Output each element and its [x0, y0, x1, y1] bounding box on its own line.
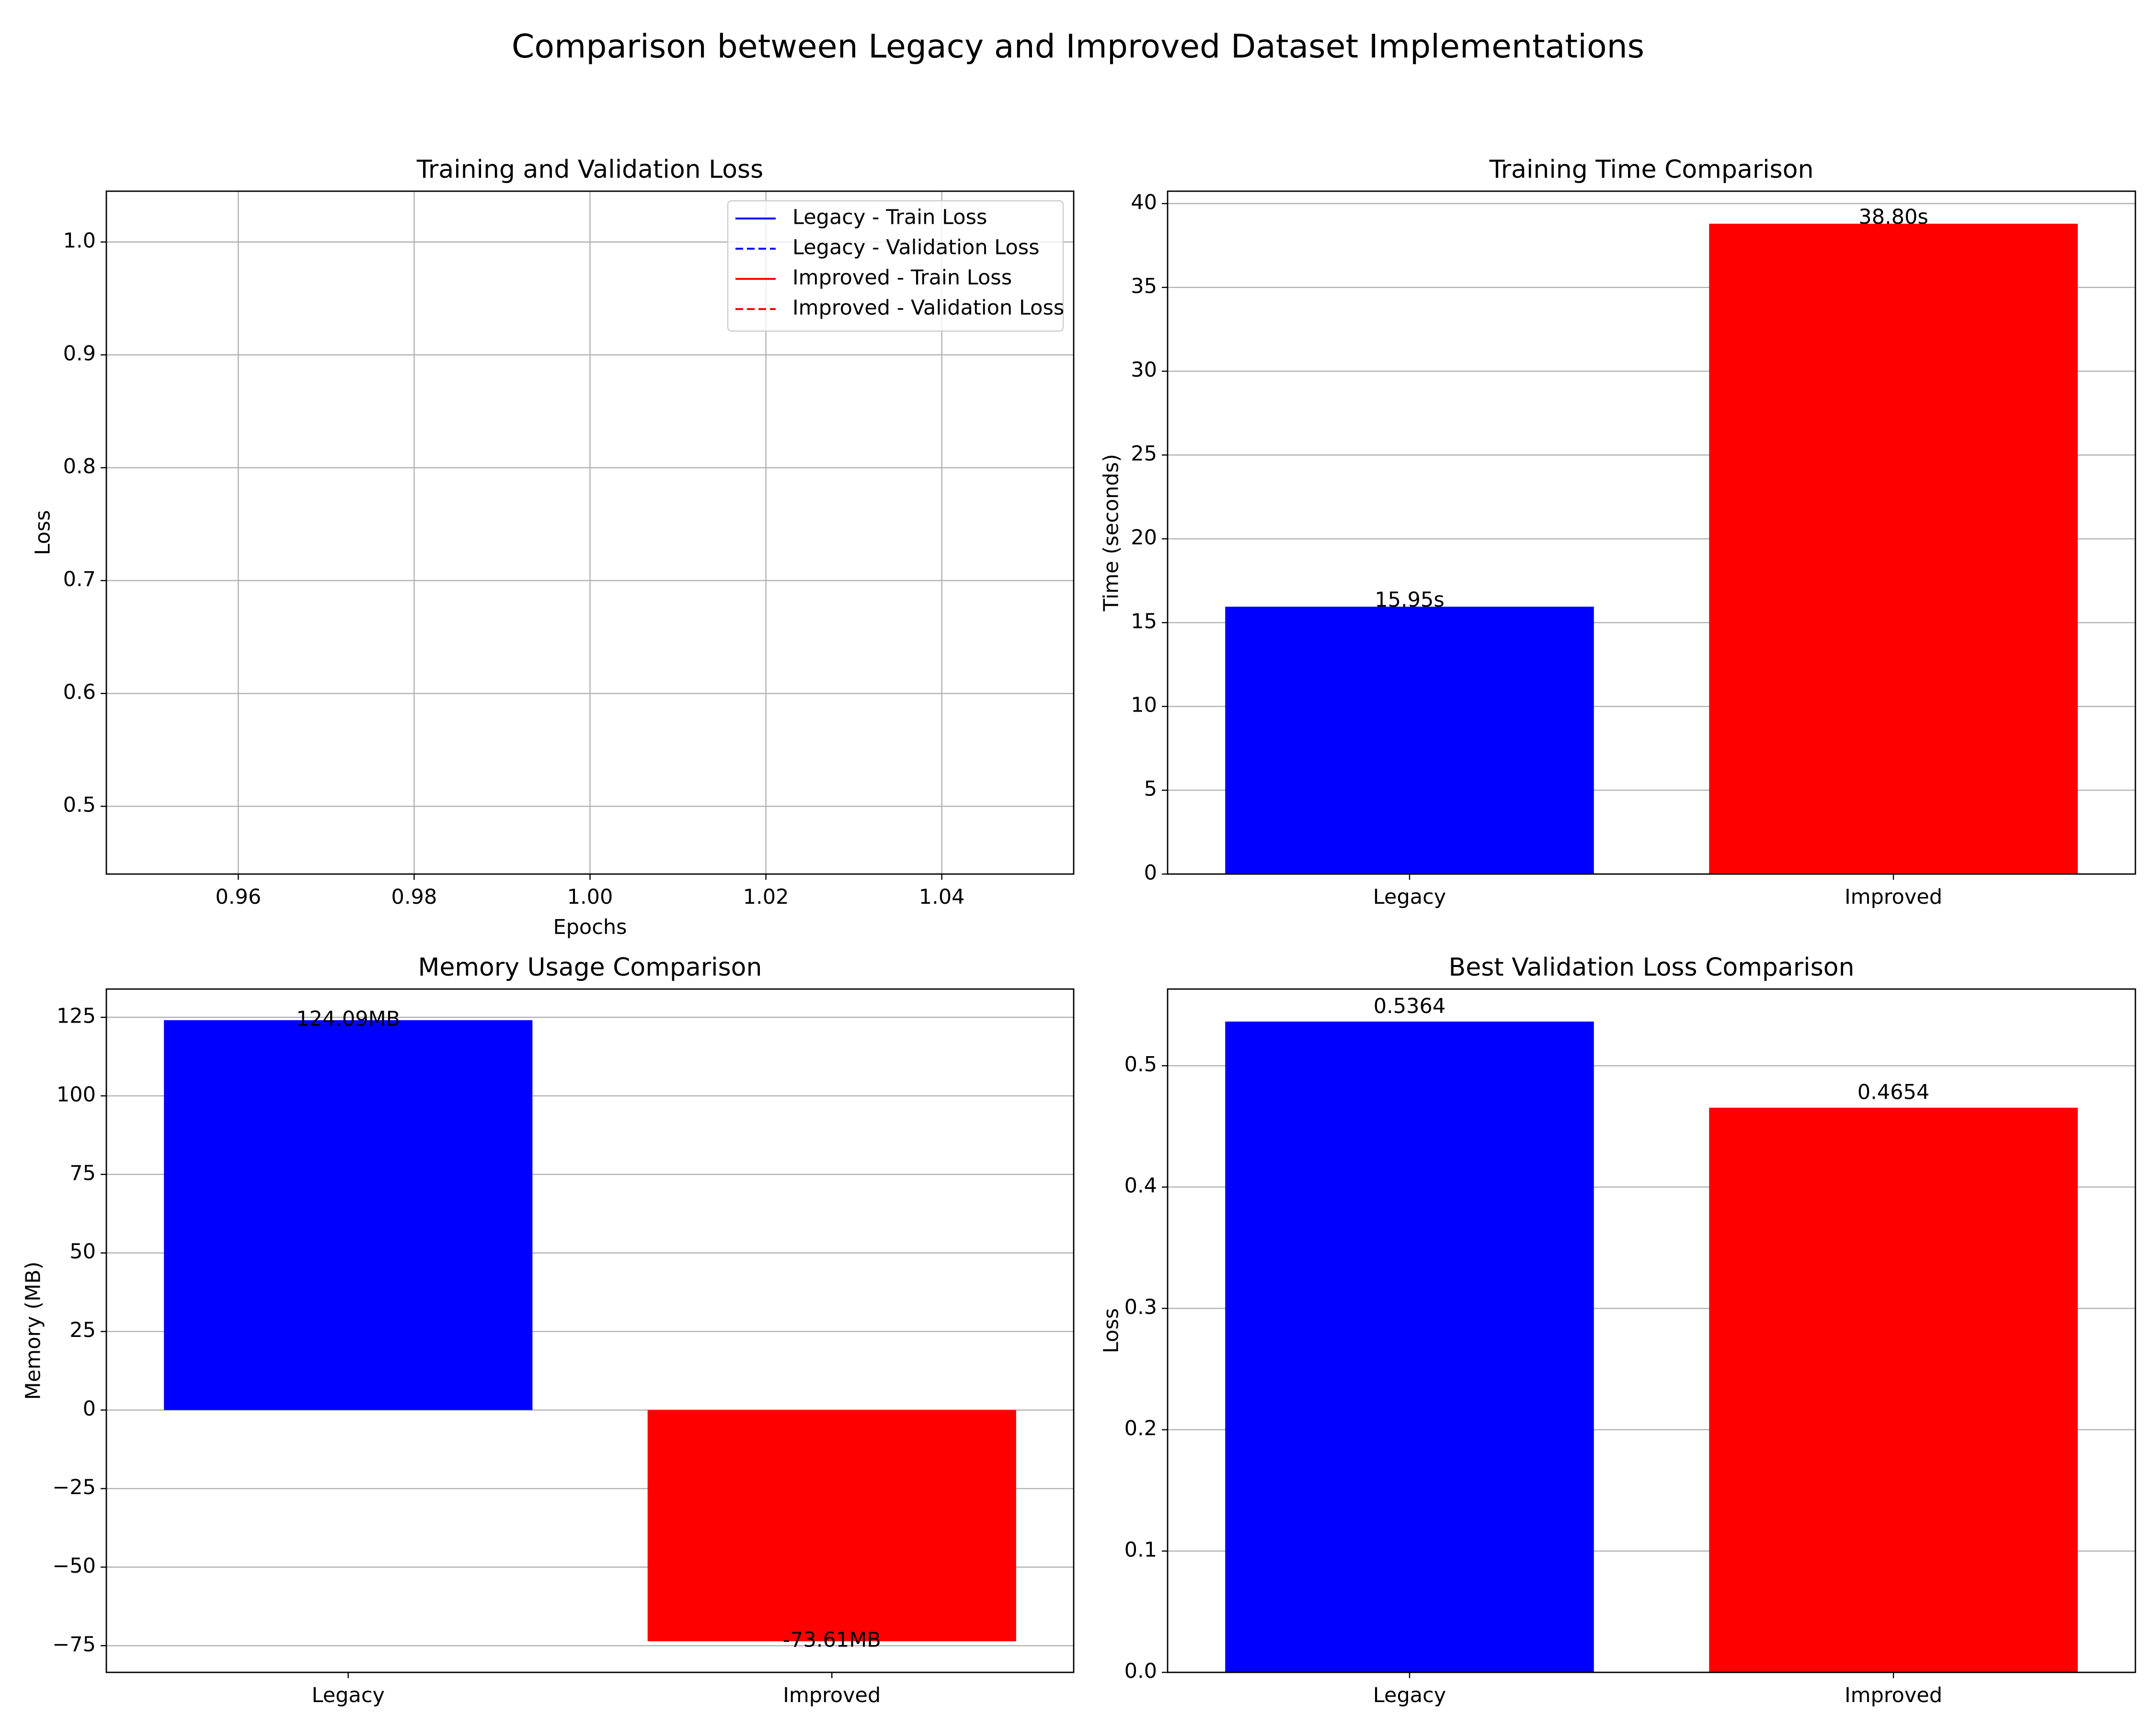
- y-axis-label: Time (seconds): [1100, 454, 1124, 611]
- x-tick-label: 0.96: [215, 885, 261, 909]
- x-tick-label: 1.00: [567, 885, 613, 909]
- x-tick-label: 0.98: [391, 885, 437, 909]
- x-tick-label: Legacy: [312, 1683, 385, 1707]
- x-tick-label: Improved: [1845, 1683, 1942, 1707]
- x-tick-label: 1.04: [919, 885, 965, 909]
- y-tick-label: 0.5: [63, 793, 96, 817]
- bar-improved: [1709, 223, 2078, 874]
- axes-frame: [105, 190, 1075, 875]
- subplot-title: Best Validation Loss Comparison: [1449, 953, 1855, 982]
- y-tick-label: 10: [1131, 693, 1157, 717]
- y-tick-label: 0.4: [1124, 1174, 1157, 1198]
- figure-title: Comparison between Legacy and Improved D…: [511, 28, 1645, 66]
- bar-value-label: -73.61MB: [783, 1628, 881, 1652]
- bar-improved: [1709, 1107, 2078, 1672]
- bar-improved: [647, 1410, 1016, 1642]
- subplot-memory: −75 −50 −25 0 25 50 75 100 125 124.09MB Legacy -73.…: [22, 953, 1075, 1707]
- x-tick-label: Legacy: [1373, 885, 1446, 909]
- axes-frame: [105, 988, 1075, 1673]
- y-tick-label: 75: [69, 1161, 96, 1185]
- bar-value-label: 38.80s: [1858, 205, 1928, 229]
- y-tick-label: 1.0: [63, 229, 96, 253]
- y-tick-label: 35: [1131, 274, 1157, 298]
- legend: Legacy - Train Loss Legacy - Validation L…: [727, 200, 1064, 332]
- y-tick-label: 0.6: [63, 680, 96, 704]
- y-tick-label: −25: [52, 1475, 96, 1499]
- y-tick-label: 0.0: [1124, 1659, 1157, 1683]
- y-tick-label: 0.9: [63, 342, 96, 366]
- legend-entry: Legacy - Validation Loss: [792, 236, 1040, 260]
- y-tick-label: 100: [57, 1082, 96, 1106]
- y-tick-label: 50: [69, 1240, 96, 1264]
- subplot-bestval: 0.0 0.1 0.2 0.3 0.4 0.5 0.5364 Legacy 0.4654 Impr…: [1100, 953, 2136, 1707]
- subplot-time: 0 5 10 15 20 25 30 35 40 15.95s Legacy 38.80s Improv…: [1100, 155, 2136, 909]
- subplot-title: Training Time Comparison: [1489, 155, 1814, 184]
- y-tick-label: 0.5: [1124, 1053, 1157, 1077]
- bar-value-label: 0.5364: [1374, 994, 1445, 1018]
- bar-value-label: 0.4654: [1858, 1081, 1929, 1105]
- y-tick-label: 0.7: [63, 567, 96, 591]
- bar-legacy: [1225, 607, 1594, 874]
- legend-entry: Legacy - Train Loss: [792, 206, 987, 230]
- subplot-loss: 0.5 0.6 0.7 0.8 0.9 1.0 0.96 0.98 1.00 1.02 1.04 Le…: [31, 155, 1075, 939]
- y-tick-label: 40: [1131, 190, 1157, 214]
- legend-entry: Improved - Train Loss: [792, 266, 1012, 290]
- bar-value-label: 124.09MB: [296, 1007, 400, 1031]
- y-tick-label: 125: [57, 1004, 96, 1028]
- y-tick-label: 25: [69, 1318, 96, 1342]
- y-tick-label: 0: [1144, 861, 1157, 885]
- subplot-title: Memory Usage Comparison: [418, 953, 762, 982]
- y-tick-label: −50: [52, 1554, 96, 1578]
- y-tick-label: 5: [1144, 777, 1157, 801]
- x-tick-label: Improved: [783, 1683, 881, 1707]
- y-tick-label: 0.2: [1124, 1416, 1157, 1440]
- subplot-title: Training and Validation Loss: [416, 155, 763, 184]
- legend-entry: Improved - Validation Loss: [792, 296, 1064, 320]
- bar-legacy: [1225, 1021, 1594, 1672]
- y-axis-label: Loss: [1100, 1308, 1124, 1353]
- x-tick-label: Legacy: [1373, 1683, 1446, 1707]
- x-tick-label: Improved: [1845, 885, 1942, 909]
- y-tick-label: 25: [1131, 442, 1157, 466]
- y-tick-label: 30: [1131, 358, 1157, 382]
- y-tick-label: 0.3: [1124, 1295, 1157, 1319]
- x-axis-label: Epochs: [553, 915, 627, 939]
- y-tick-label: 15: [1131, 610, 1157, 633]
- axes-frame: [1167, 190, 2136, 875]
- legend-box: [727, 200, 1064, 332]
- x-tick-label: 1.02: [743, 885, 789, 909]
- y-tick-label: 20: [1131, 526, 1157, 550]
- y-tick-label: 0.8: [63, 455, 96, 479]
- y-axis-label: Loss: [31, 510, 55, 555]
- bar-legacy: [164, 1020, 533, 1410]
- y-tick-label: 0.1: [1124, 1538, 1157, 1562]
- y-tick-label: 0: [83, 1397, 96, 1421]
- axes-frame: [1167, 988, 2136, 1673]
- y-axis-label: Memory (MB): [22, 1262, 46, 1400]
- bar-value-label: 15.95s: [1375, 588, 1445, 612]
- y-tick-label: −75: [52, 1633, 96, 1657]
